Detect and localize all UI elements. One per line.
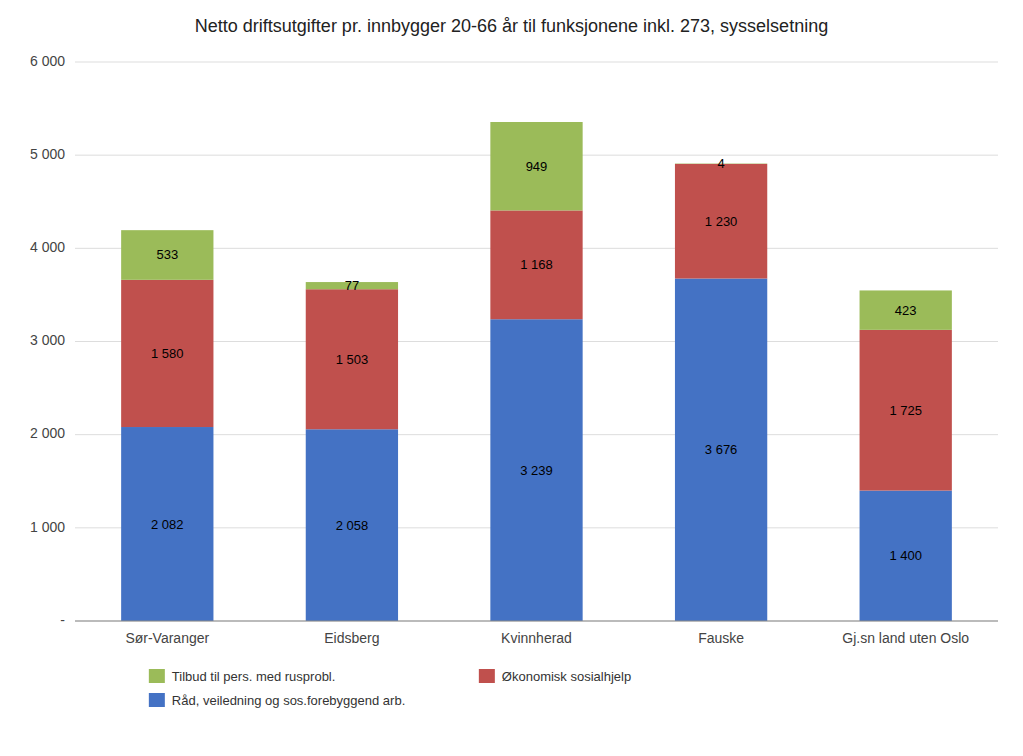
bar-segment: [675, 164, 767, 279]
y-tick-label: -: [60, 612, 65, 628]
y-tick-label: 1 000: [30, 519, 65, 535]
bar-segment: [306, 429, 398, 621]
x-tick-label: Fauske: [698, 630, 744, 646]
chart: Netto driftsutgifter pr. innbygger 20-66…: [0, 0, 1023, 756]
x-tick-label: Kvinnherad: [501, 630, 572, 646]
data-label: 3 676: [705, 442, 738, 457]
data-label: 1 503: [336, 352, 369, 367]
y-tick-label: 3 000: [30, 332, 65, 348]
bar-segment: [490, 210, 582, 319]
data-label: 77: [345, 278, 359, 293]
grid-line: [75, 621, 998, 622]
y-tick-label: 2 000: [30, 425, 65, 441]
y-tick-label: 5 000: [30, 146, 65, 162]
data-label: 3 239: [520, 463, 553, 478]
data-label: 1 725: [889, 403, 922, 418]
legend-label: Råd, veiledning og sos.forebyggend arb.: [172, 693, 405, 708]
title: Netto driftsutgifter pr. innbygger 20-66…: [195, 16, 828, 36]
data-label: 1 580: [151, 346, 184, 361]
bar-segment: [490, 319, 582, 621]
data-labels: 2 082 2 058 3 239 3 676 1 400 1 580 1 503 1 168…: [151, 156, 922, 563]
grid-line: [75, 62, 998, 63]
legend-swatch: [479, 669, 495, 683]
data-label: 423: [895, 303, 917, 318]
x-tick-label: Gj.sn land uten Oslo: [842, 630, 969, 646]
data-label: 1 168: [520, 257, 553, 272]
bar-segment: [860, 491, 952, 621]
x-axis-line: [75, 621, 998, 622]
x-tick-label: Eidsberg: [324, 630, 379, 646]
data-label: 4: [717, 156, 724, 171]
legend-label: Økonomisk sosialhjelp: [502, 669, 631, 684]
y-tick-label: 6 000: [30, 53, 65, 69]
bar-segment: [860, 330, 952, 491]
bar-segment: [490, 122, 582, 210]
data-label: 2 082: [151, 517, 184, 532]
legend-swatch: [149, 693, 165, 707]
data-label: 1 230: [705, 214, 738, 229]
bars: [121, 122, 952, 621]
data-label: 1 400: [889, 548, 922, 563]
legend-label: Tilbud til pers. med rusprobl.: [172, 669, 336, 684]
legend-swatch: [149, 669, 165, 683]
bar-segment: [121, 427, 213, 621]
x-tick-label: Sør-Varanger: [125, 630, 209, 646]
bar-segment: [121, 230, 213, 280]
data-label: 949: [526, 159, 548, 174]
y-tick-label: 4 000: [30, 239, 65, 255]
bar-segment: [860, 290, 952, 329]
legend: Tilbud til pers. med rusprobl. Økonomisk …: [149, 669, 631, 708]
data-label: 533: [156, 247, 178, 262]
bar-segment: [306, 289, 398, 429]
bar-segment: [675, 279, 767, 621]
grid: [75, 62, 998, 621]
bar-segment: [121, 280, 213, 427]
data-label: 2 058: [336, 518, 369, 533]
